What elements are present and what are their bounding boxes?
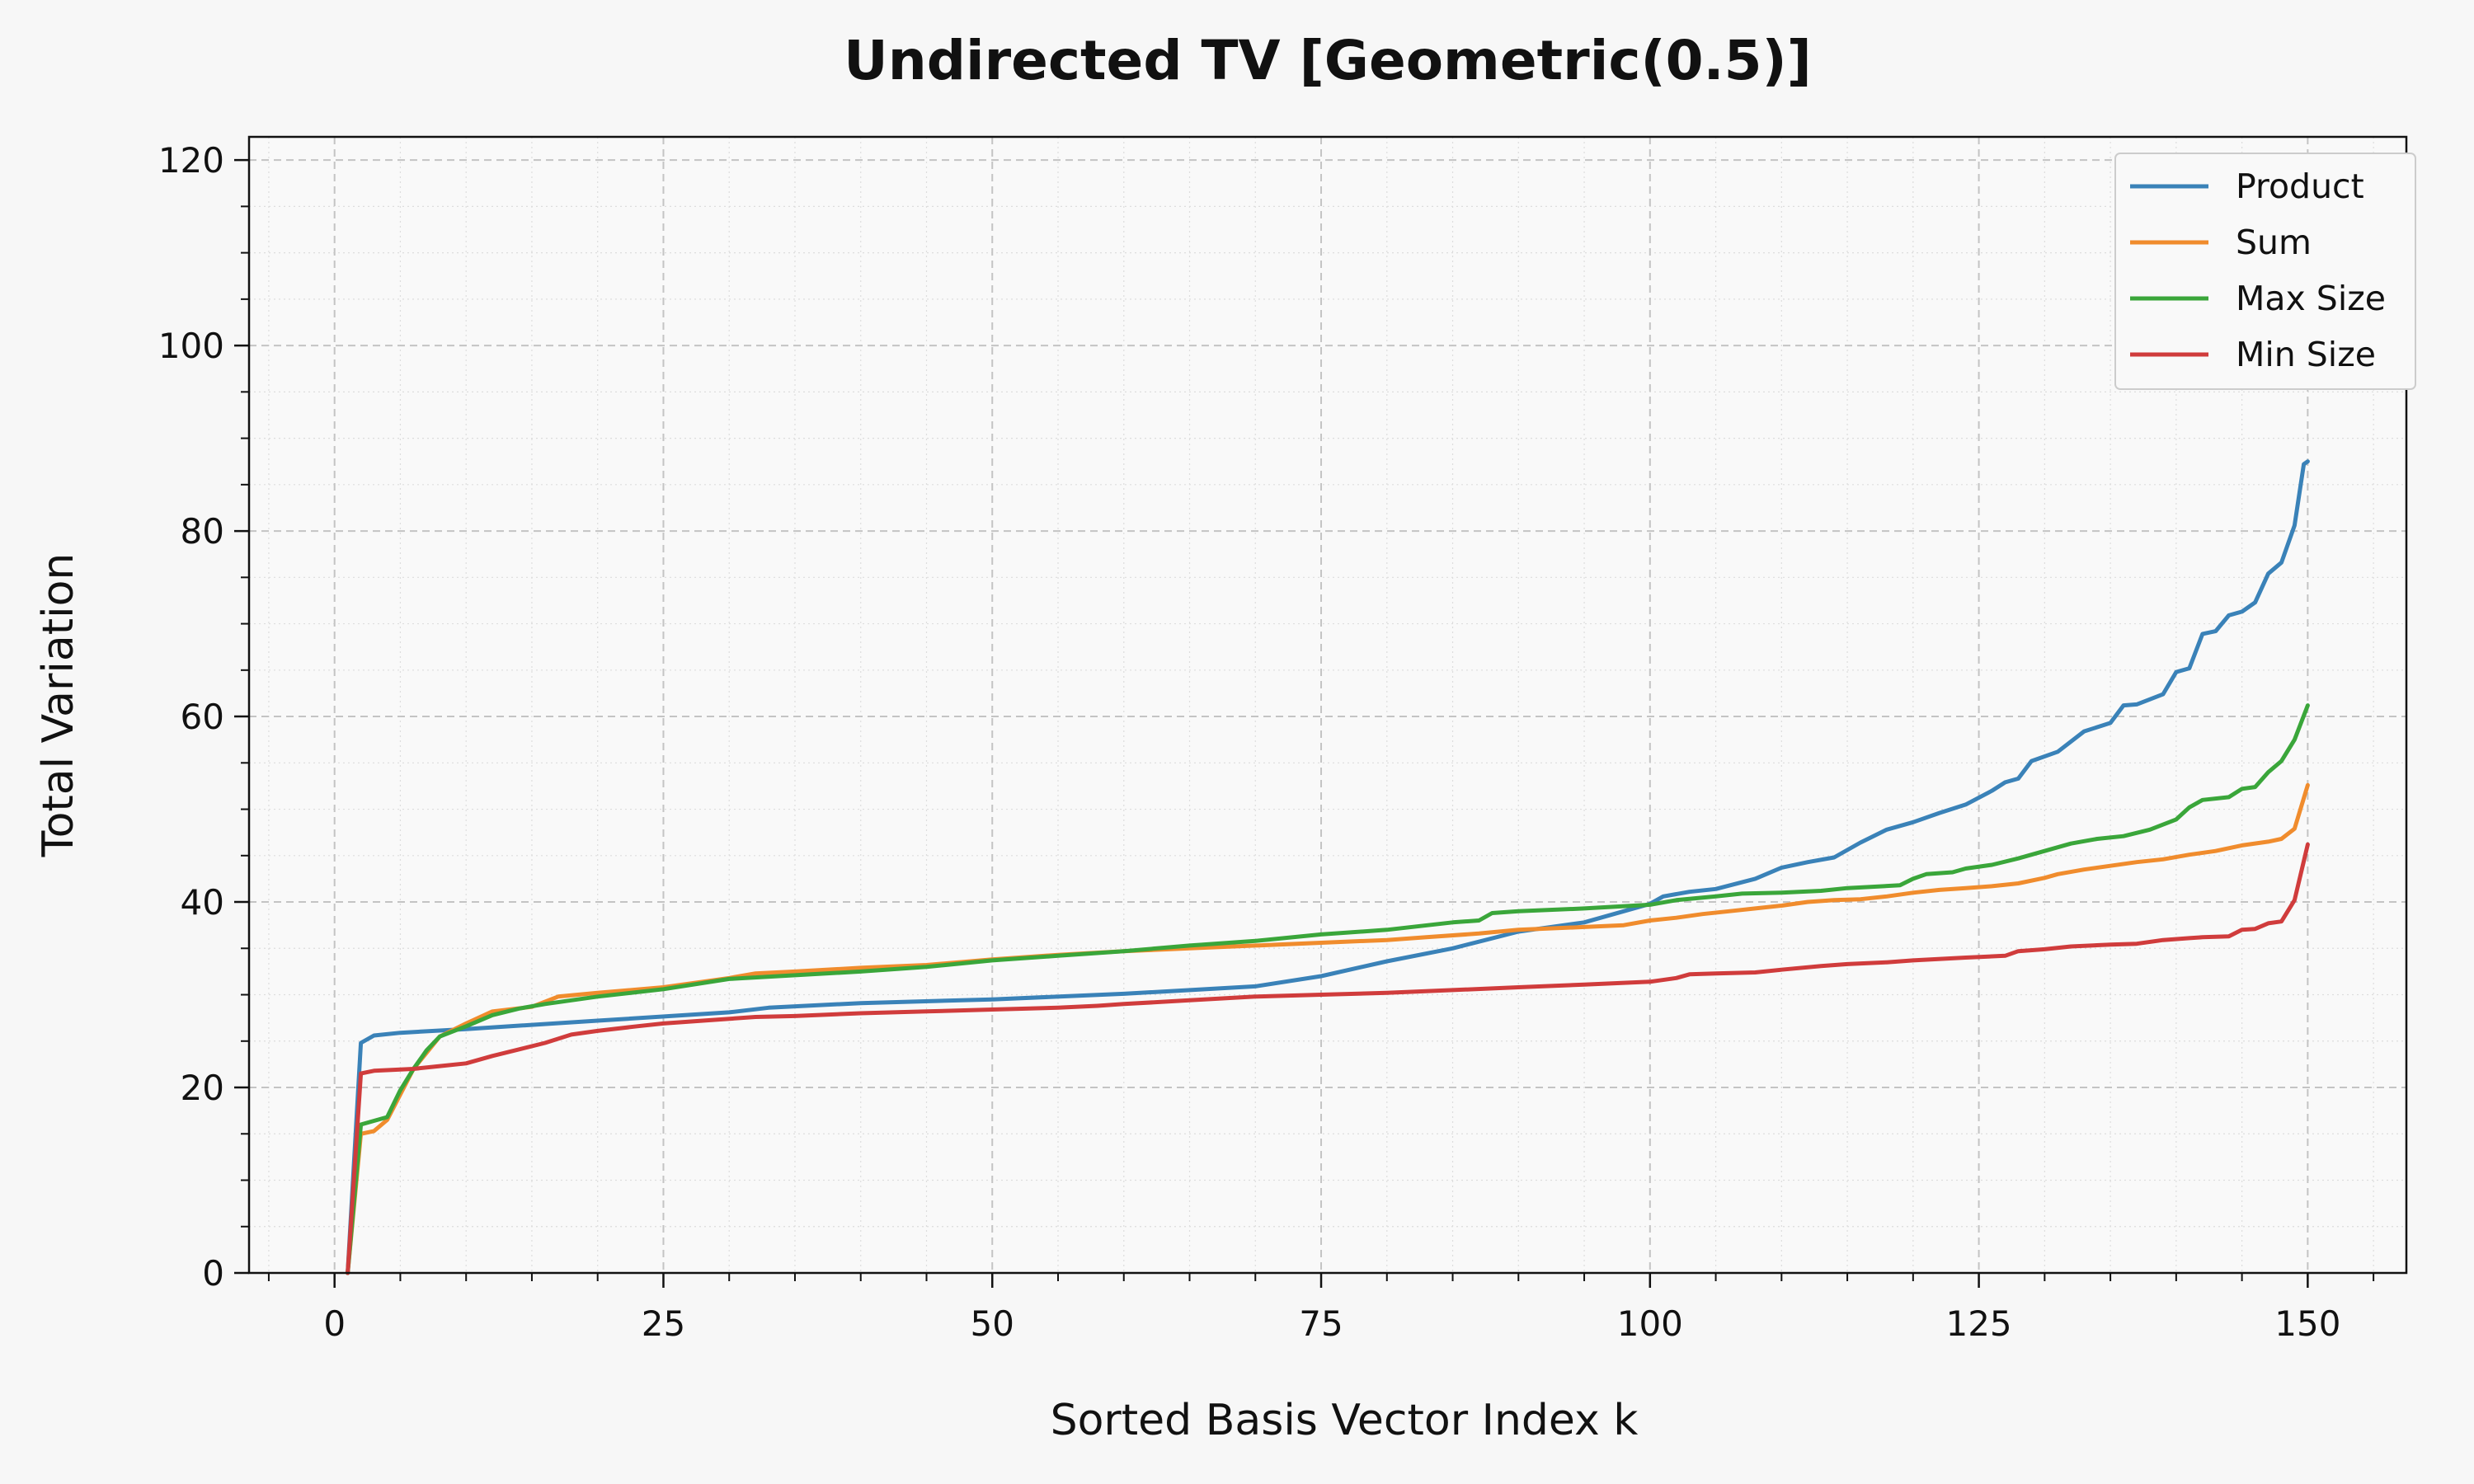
series-line-product [346,459,2310,1275]
x-tick-label: 100 [1617,1303,1683,1344]
chart-title: Undirected TV [Geometric(0.5)] [844,29,1812,92]
x-tick-label: 125 [1945,1303,2011,1344]
y-tick-label: 0 [202,1253,224,1294]
x-tick-label: 75 [1299,1303,1343,1344]
x-axis-label: Sorted Basis Vector Index k [1051,1396,1639,1445]
x-tick-label: 0 [323,1303,346,1344]
y-tick-label: 60 [181,697,224,737]
legend-label-max-size: Max Size [2236,279,2386,318]
legend-label-min-size: Min Size [2236,335,2376,374]
legend-label-sum: Sum [2236,223,2312,262]
legend-label-product: Product [2236,167,2364,206]
x-tick-label: 50 [971,1303,1014,1344]
plot-frame [247,135,2408,1275]
y-tick-label: 40 [181,882,224,923]
plot-area [249,137,2406,1273]
y-tick-label: 120 [158,140,224,181]
y-tick-label: 100 [158,326,224,366]
x-tick-label: 150 [2274,1303,2340,1344]
series-layer [346,459,2310,1275]
series-line-sum [346,782,2310,1275]
series-line-min-size [346,842,2310,1275]
y-tick-label: 20 [181,1068,224,1108]
x-tick-label: 25 [642,1303,685,1344]
legend: Product Sum Max Size Min Size [2114,153,2416,390]
y-axis-label: Total Variation [34,553,83,858]
series-line-max-size [346,703,2310,1275]
axis-ticks: 0 25 50 75 100 125 150 0 20 40 60 80 100 120 [158,140,2375,1344]
legend-box [2114,153,2416,390]
y-tick-label: 80 [181,511,224,552]
